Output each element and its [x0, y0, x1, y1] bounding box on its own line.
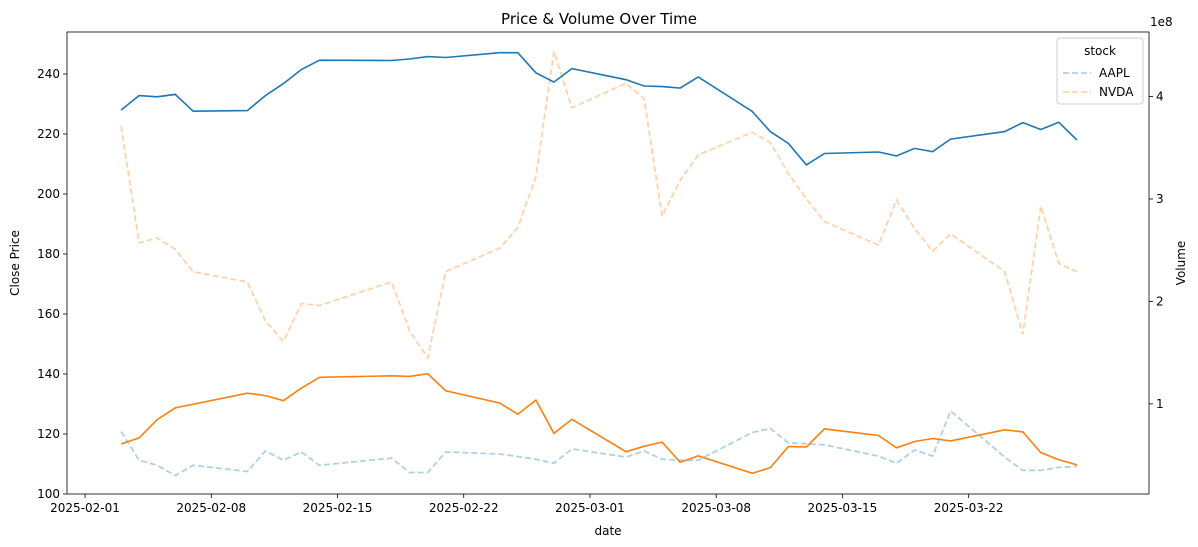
x-tick-label: 2025-03-22: [934, 501, 1004, 515]
x-tick-label: 2025-03-15: [808, 501, 878, 515]
plot-frame: [66, 31, 1150, 495]
close-price-line-nvda: [120, 372, 1078, 475]
left-y-tick-label: 160: [37, 307, 60, 321]
right-y-tick-label: 1: [1156, 397, 1164, 411]
x-tick-label: 2025-03-01: [555, 501, 625, 515]
left-y-tick-label: 140: [37, 367, 60, 381]
left-y-tick-label: 220: [37, 127, 60, 141]
right-y-tick-label: 4: [1156, 90, 1164, 104]
right-y-tick-label: 3: [1156, 192, 1164, 206]
legend-label-aapl: AAPL: [1099, 66, 1130, 80]
left-y-tick-label: 180: [37, 247, 60, 261]
left-y-tick-label: 200: [37, 187, 60, 201]
right-axis-offset-label: 1e8: [1150, 15, 1173, 29]
left-y-tick-label: 120: [37, 427, 60, 441]
left-y-tick-label: 240: [37, 67, 60, 81]
chart-title: Price & Volume Over Time: [501, 10, 697, 28]
x-axis-label: date: [594, 524, 621, 538]
x-tick-label: 2025-03-08: [681, 501, 751, 515]
legend: stock AAPL NVDA: [1056, 37, 1144, 105]
axis-ticks: 2025-02-01 2025-02-08 2025-02-15 2025-02-22…: [37, 67, 1164, 515]
left-y-axis-label: Close Price: [8, 230, 22, 296]
volume-line-aapl: [120, 409, 1077, 477]
right-y-axis-label: Volume: [1174, 241, 1188, 286]
legend-label-nvda: NVDA: [1099, 85, 1134, 99]
close-price-line-aapl: [120, 51, 1078, 166]
right-y-tick-label: 2: [1156, 294, 1164, 308]
legend-box: [1056, 37, 1144, 105]
left-y-tick-label: 100: [37, 487, 60, 501]
plot-area: [120, 51, 1078, 477]
legend-title: stock: [1084, 44, 1116, 58]
x-tick-label: 2025-02-08: [176, 501, 246, 515]
x-tick-label: 2025-02-01: [50, 501, 120, 515]
x-tick-label: 2025-02-22: [429, 501, 499, 515]
x-tick-label: 2025-02-15: [303, 501, 373, 515]
volume-line-nvda: [120, 51, 1078, 361]
